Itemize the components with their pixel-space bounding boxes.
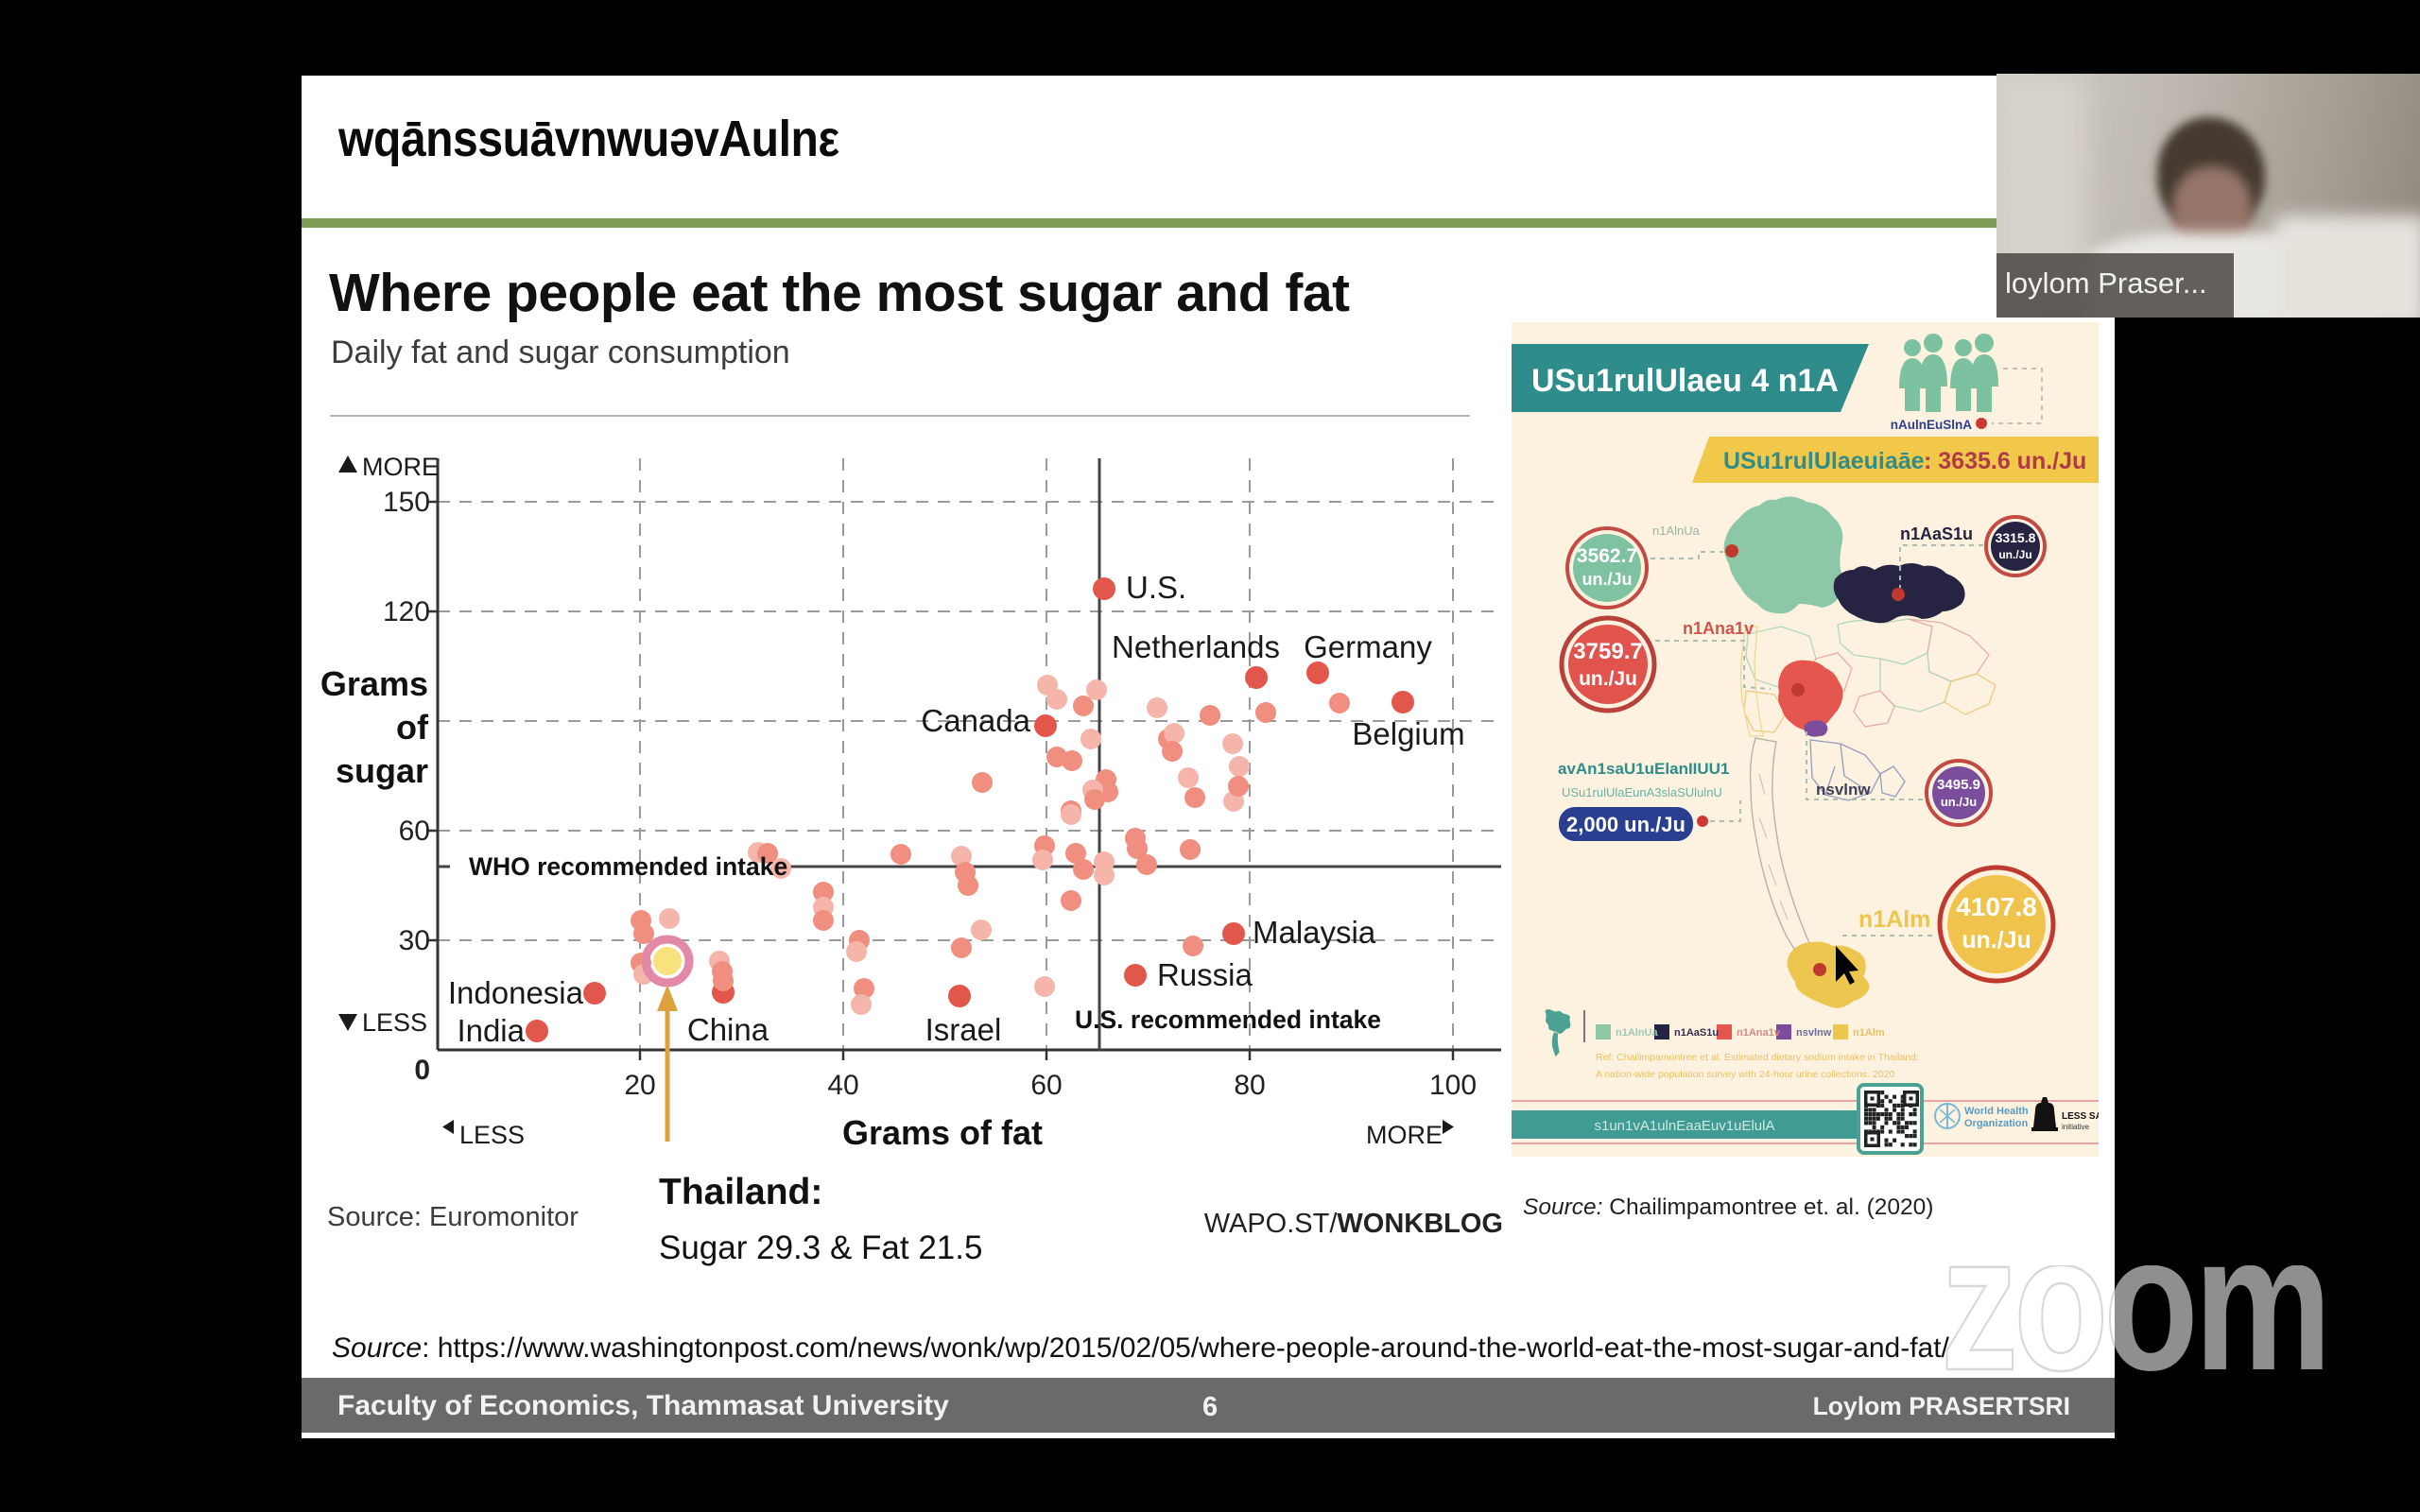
svg-text:of: of <box>396 708 429 747</box>
svg-text:2,000 un./Ju: 2,000 un./Ju <box>1566 813 1685 836</box>
svg-text:n1Ana1v: n1Ana1v <box>1737 1027 1781 1039</box>
svg-text:s1un1vA1ulnEaaEuv1uElulA: s1un1vA1ulnEaaEuv1uElulA <box>1595 1118 1775 1134</box>
svg-text:LESS: LESS <box>362 1008 427 1037</box>
svg-text:MORE: MORE <box>362 453 439 481</box>
svg-text:avAn1saU1uElanIIUU1: avAn1saU1uElanIIUU1 <box>1558 760 1729 778</box>
svg-text:n1AlnUa: n1AlnUa <box>1652 524 1701 538</box>
svg-text:nsvlnw: nsvlnw <box>1796 1027 1832 1039</box>
svg-text:60: 60 <box>399 816 430 847</box>
svg-text:30: 30 <box>399 925 430 956</box>
svg-text:Grams of fat: Grams of fat <box>842 1113 1043 1152</box>
svg-text:Belgium: Belgium <box>1352 716 1464 751</box>
svg-text:un./Ju: un./Ju <box>1579 668 1637 690</box>
svg-text:nAulnEuSlnA: nAulnEuSlnA <box>1891 418 1972 432</box>
svg-text:Russia: Russia <box>1157 957 1253 992</box>
svg-text:LESS SALT: LESS SALT <box>2062 1111 2099 1122</box>
svg-text:World Health: World Health <box>1964 1106 2029 1117</box>
svg-text:n1AaS1u: n1AaS1u <box>1900 524 1973 543</box>
svg-text:U.S.: U.S. <box>1126 570 1186 605</box>
svg-text:un./Ju: un./Ju <box>1998 548 2031 561</box>
svg-text:USu1rulUlaeuiaāe: USu1rulUlaeuiaāe <box>1723 448 1925 474</box>
svg-text:3495.9: 3495.9 <box>1937 777 1980 793</box>
svg-text:U.S. recommended intake: U.S. recommended intake <box>1075 1005 1381 1034</box>
svg-text:3562.7: 3562.7 <box>1577 545 1637 567</box>
svg-text:MORE: MORE <box>1366 1121 1443 1149</box>
svg-text:100: 100 <box>1429 1070 1477 1101</box>
svg-text:initiative: initiative <box>2062 1123 2089 1131</box>
svg-text:150: 150 <box>383 487 430 518</box>
svg-text:Organization: Organization <box>1964 1118 2029 1129</box>
svg-text:sugar: sugar <box>336 751 428 790</box>
svg-text:nsvlnw: nsvlnw <box>1816 781 1871 799</box>
svg-text:n1AlnUa: n1AlnUa <box>1616 1027 1659 1039</box>
svg-text:Canada: Canada <box>921 703 1030 738</box>
svg-text:Netherlands: Netherlands <box>1112 629 1280 664</box>
svg-text:Ref: Chailimpamontree et al. E: Ref: Chailimpamontree et al. Estimated d… <box>1596 1052 1919 1063</box>
svg-text:n1Alm: n1Alm <box>1858 906 1930 933</box>
svg-text:un./Ju: un./Ju <box>1962 927 2031 954</box>
svg-text:3315.8: 3315.8 <box>1996 530 2036 545</box>
svg-text:20: 20 <box>624 1070 655 1101</box>
svg-text:60: 60 <box>1030 1070 1062 1101</box>
svg-text:Malaysia: Malaysia <box>1253 915 1376 950</box>
svg-text:LESS: LESS <box>459 1121 525 1149</box>
svg-text:: 3635.6 un./Ju: : 3635.6 un./Ju <box>1924 448 2086 474</box>
svg-text:120: 120 <box>383 596 430 627</box>
svg-text:WHO recommended intake: WHO recommended intake <box>469 852 787 881</box>
svg-text:un./Ju: un./Ju <box>1941 795 1977 809</box>
svg-text:Grams: Grams <box>320 664 428 703</box>
svg-text:un./Ju: un./Ju <box>1582 570 1633 589</box>
svg-text:n1Ana1v: n1Ana1v <box>1683 619 1754 638</box>
svg-text:80: 80 <box>1234 1070 1265 1101</box>
svg-text:0: 0 <box>414 1055 430 1086</box>
svg-text:Germany: Germany <box>1304 629 1432 664</box>
svg-text:USu1rulUlaeu 4 n1A: USu1rulUlaeu 4 n1A <box>1531 363 1839 399</box>
svg-text:USu1rulUlaEunA3slaSUlulnU: USu1rulUlaEunA3slaSUlulnU <box>1562 785 1722 799</box>
svg-text:n1Alm: n1Alm <box>1853 1027 1885 1039</box>
svg-text:n1AaS1u: n1AaS1u <box>1674 1027 1719 1039</box>
svg-text:4107.8: 4107.8 <box>1956 892 2037 921</box>
svg-text:A nation-wide population surve: A nation-wide population survey with 24-… <box>1596 1069 1895 1080</box>
svg-text:Indonesia: Indonesia <box>448 975 584 1010</box>
svg-text:Israel: Israel <box>925 1012 1002 1047</box>
svg-text:3759.7: 3759.7 <box>1573 639 1642 664</box>
svg-text:India: India <box>457 1013 525 1048</box>
svg-text:China: China <box>687 1012 769 1047</box>
svg-text:40: 40 <box>827 1070 858 1101</box>
